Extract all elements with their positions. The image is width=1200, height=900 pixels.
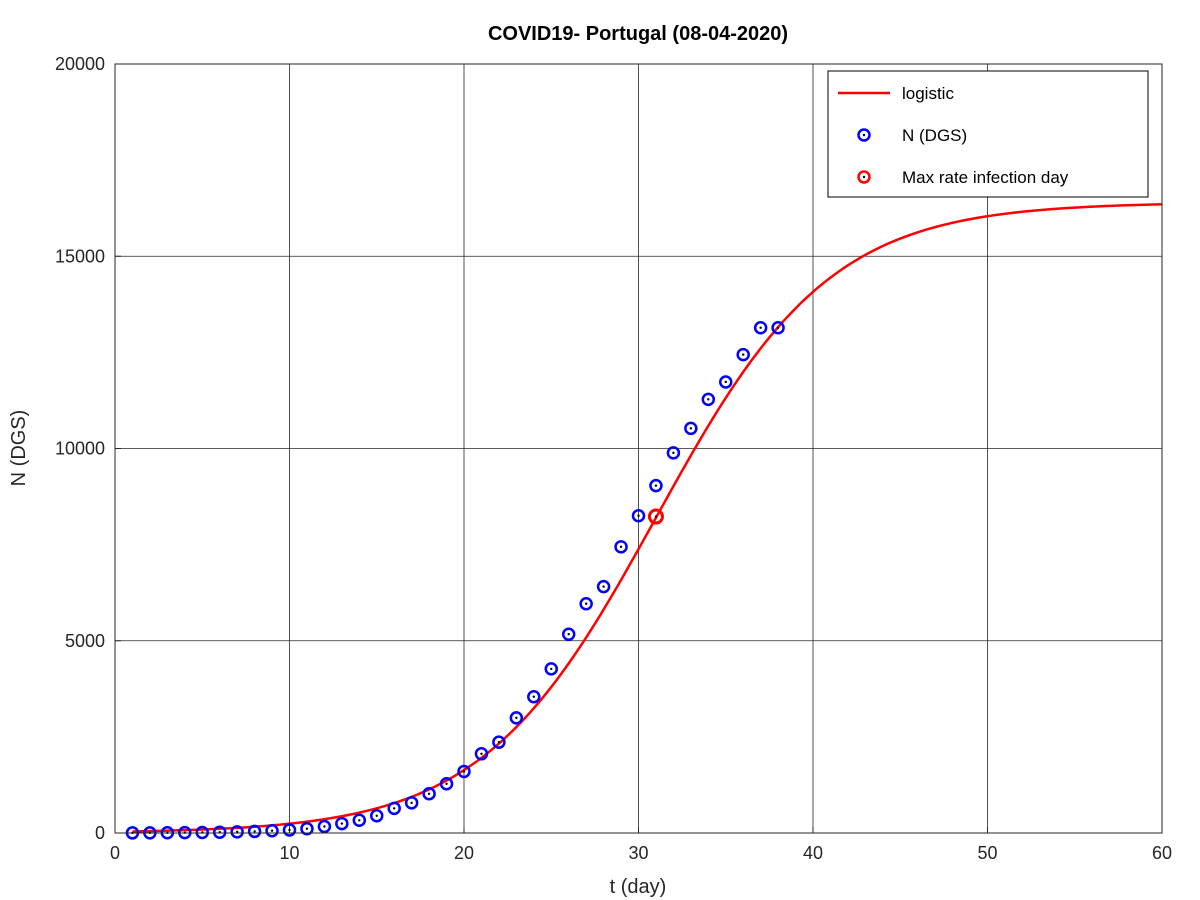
data-point-dgs [352, 813, 367, 828]
data-point-dgs [439, 777, 454, 791]
x-axis-label: t (day) [610, 876, 667, 898]
data-point-dgs [527, 689, 541, 704]
legend: logistic N (DGS) Max rate infection day [827, 70, 1149, 198]
data-point-dgs-dot [619, 545, 623, 549]
data-point-dgs [300, 821, 314, 836]
y-tick-label: 10000 [55, 439, 105, 459]
data-point-dgs [212, 825, 227, 839]
legend-marker-max-rate-dot [862, 175, 866, 179]
x-tick-label: 40 [803, 843, 823, 863]
x-tick-label: 30 [628, 843, 648, 863]
data-point-dgs-dot [445, 782, 448, 785]
data-point-dgs-dot [584, 602, 588, 605]
data-point-dgs-dot [654, 484, 658, 487]
legend-marker-dgs-dot [862, 133, 866, 137]
data-point-dgs [771, 320, 785, 335]
data-point-dgs-dot [253, 830, 256, 833]
legend-label-max-rate: Max rate infection day [902, 168, 1069, 187]
data-point-dgs-dot [567, 633, 570, 636]
data-point-dgs [649, 478, 663, 493]
data-point-dgs [579, 597, 593, 611]
data-point-dgs [370, 809, 384, 823]
data-point-dgs-dot [305, 827, 309, 830]
axis-ticks: 0 10 20 30 40 50 60 0 5000 10000 15000 20000 [55, 54, 1172, 863]
data-point-dgs [387, 801, 401, 816]
data-point-dgs [701, 392, 716, 407]
data-point-dgs-dot [323, 825, 326, 828]
data-point-dgs-dot [375, 814, 378, 817]
data-point-dgs-dot [532, 695, 535, 698]
data-point-dgs-dot [427, 792, 431, 795]
x-tick-label: 50 [977, 843, 997, 863]
data-point-dgs [265, 823, 279, 838]
data-point-dgs [474, 747, 489, 761]
data-point-dgs [509, 711, 524, 725]
plot-frame [114, 63, 1163, 834]
legend-marker-max-rate [857, 170, 871, 184]
data-point-dgs-dot [480, 752, 483, 755]
data-point-dgs [736, 347, 750, 362]
x-tick-label: 20 [454, 843, 474, 863]
data-point-dgs [230, 825, 244, 839]
data-point-dgs [317, 819, 332, 834]
y-tick-label: 5000 [65, 631, 105, 651]
data-point-dgs [492, 735, 506, 749]
data-point-dgs [753, 320, 768, 335]
data-point-dgs-dot [340, 822, 344, 825]
chart-title: COVID19- Portugal (08-04-2020) [488, 23, 788, 45]
max-rate-point-dot [654, 515, 658, 518]
data-point-dgs [422, 787, 436, 801]
data-point-dgs-dot [462, 770, 466, 773]
data-point-dgs [684, 421, 698, 436]
data-point-dgs-dot [288, 828, 291, 832]
data-point-dgs-dot [602, 585, 605, 588]
y-axis-label: N (DGS) [8, 410, 30, 487]
data-point-dgs [666, 446, 681, 460]
data-point-dgs [596, 579, 611, 594]
data-point-dgs [544, 662, 558, 676]
data-point-dgs-dot [393, 807, 396, 810]
x-tick-label: 10 [279, 843, 299, 863]
data-point-dgs [335, 816, 349, 831]
data-point-dgs-dot [550, 667, 553, 671]
data-point-dgs-dot [724, 380, 727, 384]
y-tick-label: 20000 [55, 54, 105, 74]
y-tick-label: 15000 [55, 246, 105, 266]
data-point-dgs-dot [515, 716, 518, 720]
data-point-dgs [561, 627, 576, 641]
legend-label-dgs: N (DGS) [902, 126, 967, 145]
series-line-logistic [132, 203, 1163, 833]
data-point-dgs [457, 764, 471, 779]
data-point-dgs-dot [637, 514, 640, 517]
data-point-dgs-dot [270, 829, 274, 832]
series-layer [125, 203, 1163, 840]
legend-label-logistic: logistic [902, 84, 954, 103]
data-point-dgs-dot [707, 398, 710, 401]
data-point-dgs-dot [776, 326, 780, 329]
data-point-dgs [282, 823, 297, 837]
data-point-dgs-dot [358, 819, 361, 822]
data-point-dgs [404, 796, 419, 810]
data-point-dgs-dot [235, 830, 239, 834]
data-point-dgs [247, 824, 262, 839]
x-tick-label: 60 [1152, 843, 1172, 863]
legend-marker-dgs [857, 128, 871, 142]
data-point-dgs-dot [672, 451, 675, 455]
data-point-dgs-dot [759, 326, 762, 329]
y-tick-label: 0 [95, 823, 105, 843]
data-point-dgs [631, 508, 646, 523]
data-point-dgs-dot [410, 801, 413, 805]
max-rate-point [647, 508, 664, 525]
data-point-dgs [719, 375, 733, 389]
data-point-dgs [614, 540, 628, 554]
data-point-dgs-dot [689, 427, 693, 430]
data-point-dgs-dot [497, 740, 501, 744]
data-point-dgs-dot [742, 353, 745, 356]
x-tick-label: 0 [110, 843, 120, 863]
